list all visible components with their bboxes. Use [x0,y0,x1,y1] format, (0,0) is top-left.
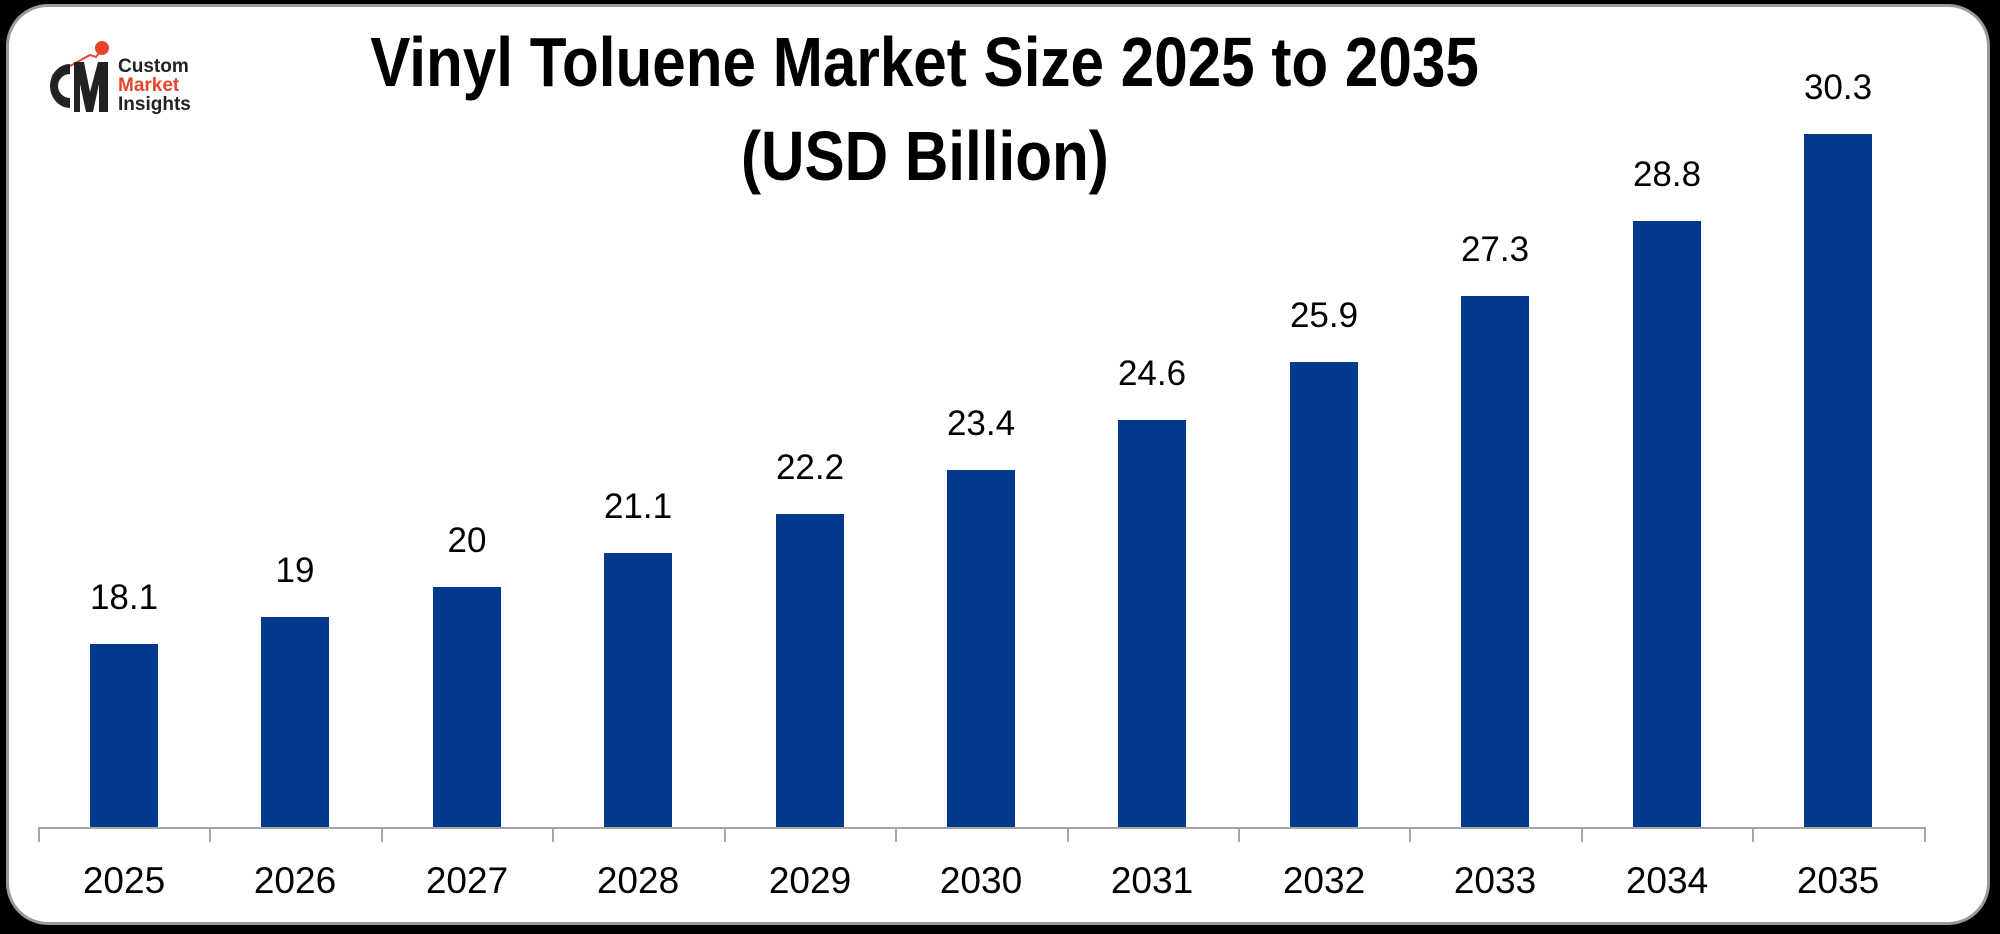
bar-2027 [433,587,501,828]
bar-2028 [604,553,672,828]
bar-2029 [776,514,844,828]
x-label-2034: 2034 [1625,860,1709,901]
x-axis-tick [38,827,40,842]
x-axis-tick [1924,827,1926,842]
bar-2035 [1804,134,1872,828]
x-axis-tick [1067,827,1069,842]
data-label-2031: 24.6 [1117,354,1187,393]
logo-text-insights: Insights [118,94,191,115]
logo-mark-icon [50,41,109,112]
data-label-2026: 19 [275,551,315,590]
x-axis-tick [895,827,897,842]
chart-title: Vinyl Toluene Market Size 2025 to 2035 [0,22,1850,102]
chart-subtitle: (USD Billion) [0,116,1850,196]
bar-2030 [947,470,1015,828]
chart-title-line2: (USD Billion) [741,117,1109,195]
bar-2033 [1461,296,1529,828]
data-label-2032: 25.9 [1289,296,1359,335]
x-axis-tick [552,827,554,842]
x-label-2025: 2025 [82,860,166,901]
x-label-2027: 2027 [425,860,509,901]
x-label-2029: 2029 [768,860,852,901]
logo-text-market: Market [118,75,180,96]
x-axis-tick [724,827,726,842]
bar-2032 [1290,362,1358,828]
logo-text-custom: Custom [118,56,189,77]
x-label-2026: 2026 [253,860,337,901]
x-axis-tick [209,827,211,842]
data-label-2033: 27.3 [1460,230,1530,269]
data-label-2030: 23.4 [946,404,1016,443]
x-label-2028: 2028 [596,860,680,901]
x-axis-tick [381,827,383,842]
data-label-2027: 20 [447,521,487,560]
x-label-2032: 2032 [1282,860,1366,901]
x-axis-tick [1238,827,1240,842]
data-label-2035: 30.3 [1803,68,1873,107]
x-axis-line [38,827,1926,829]
x-label-2035: 2035 [1796,860,1880,901]
bar-2031 [1118,420,1186,828]
bar-2025 [90,644,158,828]
x-axis-tick [1581,827,1583,842]
x-axis-tick [1752,827,1754,842]
data-label-2025: 18.1 [89,578,159,617]
company-logo [30,40,220,120]
bar-2034 [1633,221,1701,828]
x-label-2033: 2033 [1453,860,1537,901]
data-label-2034: 28.8 [1632,155,1702,194]
x-label-2031: 2031 [1110,860,1194,901]
bar-2026 [261,617,329,828]
data-label-2029: 22.2 [775,448,845,487]
logo-text: Custom Market Insights [118,57,191,114]
x-axis-tick [1409,827,1411,842]
data-label-2028: 21.1 [603,487,673,526]
x-label-2030: 2030 [939,860,1023,901]
chart-title-line1: Vinyl Toluene Market Size 2025 to 2035 [370,23,1480,101]
